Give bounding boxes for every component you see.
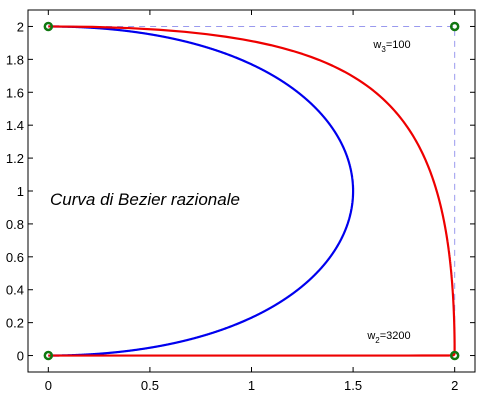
control-point-marker <box>43 21 54 32</box>
axis-ticks: 0 0.5 1 1.5 2 0 0.2 0.4 0.6 0.8 1 1.2 1.4 1.6 1.8 2 <box>6 10 475 393</box>
y-tick-label: 0.2 <box>6 316 24 331</box>
y-tick-label: 0.4 <box>6 283 24 298</box>
control-point-marker <box>43 350 54 361</box>
y-tick-label: 0 <box>17 349 24 364</box>
weight-annotation: w2=3200 <box>366 330 410 345</box>
x-tick-label: 1.5 <box>344 378 362 393</box>
plot-area <box>27 9 476 373</box>
y-tick-label: 0.6 <box>6 250 24 265</box>
control-points <box>43 21 460 361</box>
y-tick-label: 1.2 <box>6 151 24 166</box>
y-tick-label: 2 <box>17 19 24 34</box>
control-point-marker <box>449 350 460 361</box>
chart-title: Curva di Bezier razionale <box>50 190 240 209</box>
curve-series-1 <box>47 25 355 357</box>
y-tick-label: 0.8 <box>6 217 24 232</box>
weight-annotation: w3=100 <box>372 39 410 54</box>
y-tick-label: 1.8 <box>6 52 24 67</box>
y-tick-label: 1.4 <box>6 118 24 133</box>
control-point-marker <box>449 21 460 32</box>
y-tick-label: 1.6 <box>6 85 24 100</box>
weight-annotations: w3=100 w2=3200 <box>366 39 410 345</box>
x-tick-label: 1 <box>248 378 255 393</box>
x-tick-label: 0 <box>45 378 52 393</box>
x-tick-label: 0.5 <box>141 378 159 393</box>
x-tick-label: 2 <box>451 378 458 393</box>
y-tick-label: 1 <box>17 184 24 199</box>
